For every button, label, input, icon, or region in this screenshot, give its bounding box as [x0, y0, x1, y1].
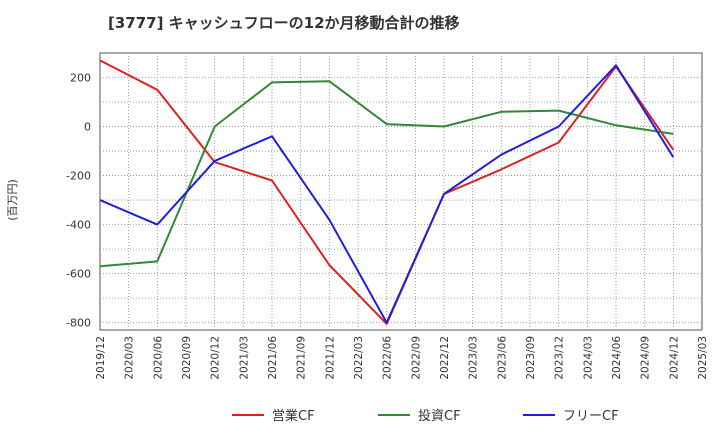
- x-tick-label: 2020/12: [210, 336, 222, 380]
- x-tick-label: 2023/12: [554, 336, 566, 380]
- x-tick-label: 2023/06: [496, 336, 508, 380]
- y-tick-label: -400: [66, 219, 91, 232]
- legend-label-2: 投資CF: [418, 408, 461, 424]
- x-tick-label: 2024/12: [668, 336, 680, 380]
- x-tick-label: 2022/09: [410, 336, 422, 380]
- y-tick-label: 0: [84, 121, 91, 134]
- series-line-1: [99, 59, 675, 325]
- y-tick-label: -600: [66, 268, 91, 281]
- chart-title: [3777] キャッシュフローの12か月移動合計の推移: [108, 14, 460, 32]
- legend-label-1: 営業CF: [272, 408, 315, 424]
- y-tick-label: -200: [66, 170, 91, 183]
- x-tick-label: 2024/06: [611, 336, 623, 380]
- legend-label-3: フリーCF: [563, 409, 619, 424]
- x-tick-label: 2020/06: [152, 336, 164, 380]
- x-tick-label: 2020/09: [181, 336, 193, 380]
- plot-area-frame: [99, 52, 703, 331]
- x-tick-label: 2021/09: [296, 336, 308, 380]
- x-tick-label: 2022/03: [353, 336, 365, 380]
- x-tick-label: 2024/09: [640, 336, 652, 380]
- y-axis-label: (百万円): [6, 179, 19, 221]
- x-tick-label: 2023/09: [525, 336, 537, 380]
- x-tick-label: 2023/03: [468, 336, 480, 380]
- x-tick-label: 2022/12: [439, 336, 451, 380]
- y-tick-label: 200: [70, 72, 91, 85]
- x-tick-label: 2020/03: [124, 336, 136, 380]
- x-tick-label: 2021/03: [238, 336, 250, 380]
- x-tick-label: 2021/06: [267, 336, 279, 380]
- x-tick-label: 2025/03: [697, 336, 709, 380]
- x-tick-label: 2019/12: [95, 336, 107, 380]
- series-line-2: [99, 80, 674, 268]
- series-line-3: [99, 64, 675, 324]
- x-tick-label: 2022/06: [382, 336, 394, 380]
- x-tick-label: 2024/03: [582, 336, 594, 380]
- y-tick-label: -800: [66, 317, 91, 330]
- x-tick-label: 2021/12: [324, 336, 336, 380]
